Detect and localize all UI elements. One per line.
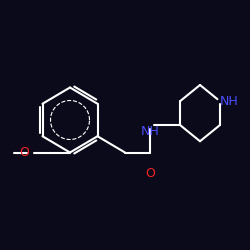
- Text: O: O: [145, 167, 155, 180]
- Text: O: O: [19, 146, 29, 159]
- Text: NH: NH: [140, 125, 160, 138]
- Text: NH: NH: [220, 95, 239, 108]
